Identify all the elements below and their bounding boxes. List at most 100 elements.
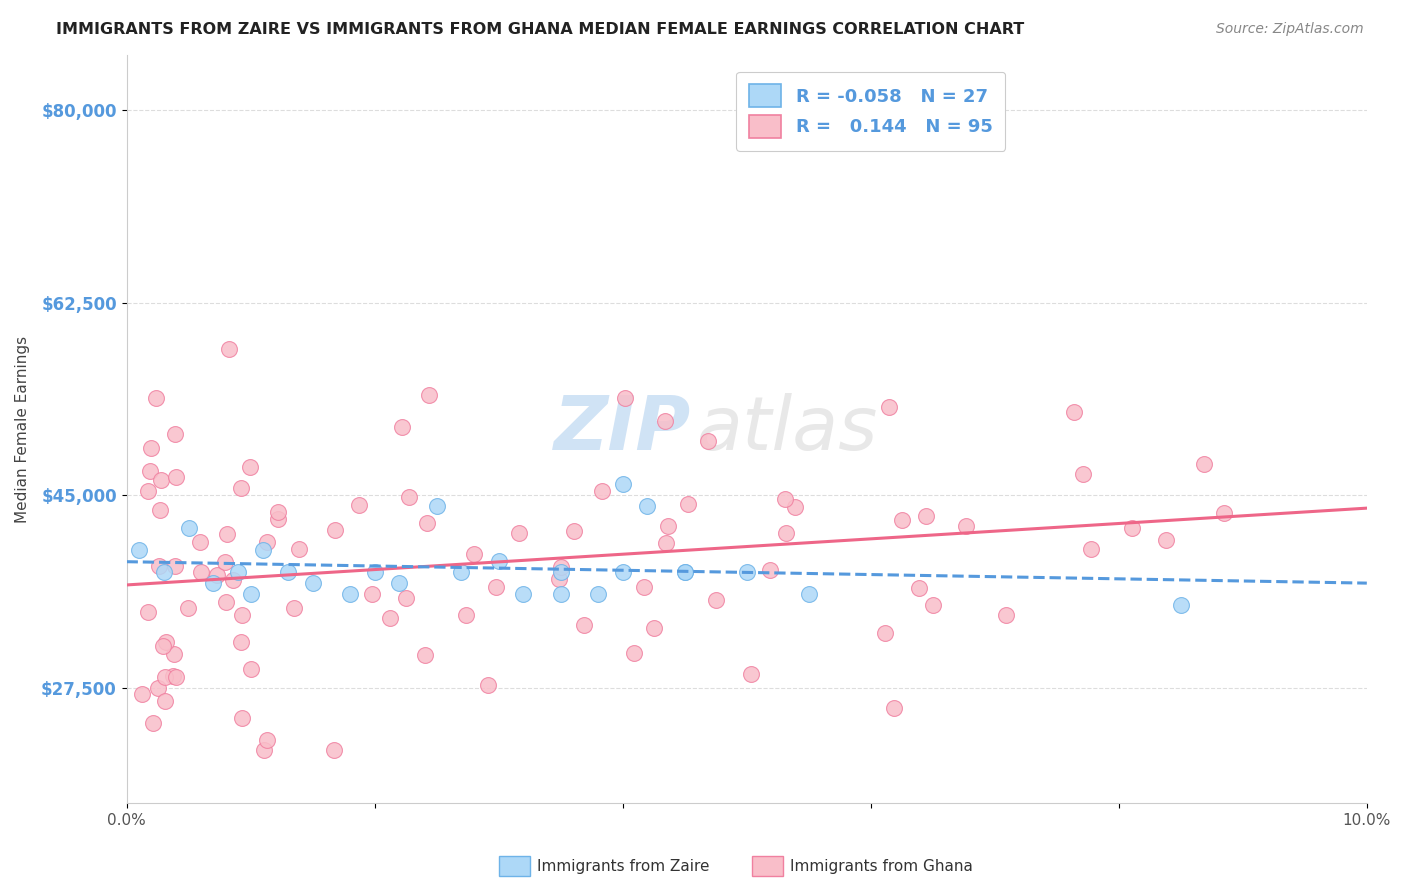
Y-axis label: Median Female Earnings: Median Female Earnings <box>15 335 30 523</box>
Point <box>222 573 245 587</box>
Text: Source: ZipAtlas.com: Source: ZipAtlas.com <box>1216 22 1364 37</box>
Point <box>550 565 572 579</box>
Point <box>550 559 572 574</box>
Point <box>877 400 900 414</box>
Point <box>190 566 212 580</box>
Point <box>395 591 418 605</box>
Point <box>152 565 174 579</box>
Point <box>226 565 249 579</box>
Point <box>773 492 796 507</box>
Point <box>759 563 782 577</box>
Point <box>955 519 977 533</box>
Point <box>883 700 905 714</box>
Point <box>301 576 323 591</box>
Point <box>256 732 278 747</box>
Point <box>165 670 187 684</box>
Point <box>205 568 228 582</box>
Point <box>188 534 211 549</box>
Point <box>512 587 534 601</box>
Point <box>873 625 896 640</box>
Point <box>643 621 665 635</box>
Point <box>735 565 758 579</box>
Point <box>426 499 449 513</box>
Point <box>572 618 595 632</box>
Point <box>149 503 172 517</box>
Point <box>797 587 820 601</box>
Point <box>145 391 167 405</box>
Point <box>485 580 508 594</box>
Point <box>612 565 634 579</box>
Point <box>363 565 385 579</box>
Point <box>215 595 238 609</box>
Point <box>1080 541 1102 556</box>
Point <box>149 473 172 487</box>
Point <box>657 519 679 533</box>
Point <box>136 484 159 499</box>
Point <box>162 648 184 662</box>
Point <box>339 587 361 601</box>
Point <box>398 490 420 504</box>
Point <box>323 743 346 757</box>
Point <box>1213 506 1236 520</box>
Point <box>891 512 914 526</box>
Point <box>775 526 797 541</box>
Point <box>450 565 472 579</box>
Point <box>256 535 278 549</box>
Point <box>231 607 253 622</box>
Point <box>152 639 174 653</box>
Point <box>612 477 634 491</box>
Point <box>418 387 440 401</box>
Point <box>633 580 655 594</box>
Point <box>591 483 613 498</box>
Point <box>288 542 311 557</box>
Point <box>202 576 225 591</box>
Point <box>163 427 186 442</box>
Text: Immigrants from Zaire: Immigrants from Zaire <box>537 859 710 873</box>
Point <box>165 470 187 484</box>
Point <box>218 342 240 356</box>
Point <box>155 670 177 684</box>
Point <box>488 554 510 568</box>
Point <box>283 600 305 615</box>
Point <box>562 524 585 538</box>
Point <box>673 565 696 579</box>
Point <box>696 434 718 448</box>
Point <box>655 536 678 550</box>
Point <box>908 581 931 595</box>
Point <box>239 662 262 676</box>
Point <box>136 605 159 619</box>
Point <box>614 391 637 405</box>
Point <box>165 559 187 574</box>
Point <box>277 565 299 579</box>
Point <box>155 634 177 648</box>
Point <box>654 414 676 428</box>
Point <box>239 460 262 475</box>
Point <box>704 593 727 607</box>
Point <box>177 521 200 535</box>
Point <box>142 716 165 731</box>
Point <box>128 543 150 558</box>
Point <box>1073 467 1095 481</box>
Point <box>415 516 437 531</box>
Point <box>391 420 413 434</box>
Point <box>267 511 290 525</box>
Point <box>740 667 762 681</box>
Text: atlas: atlas <box>697 393 879 466</box>
Point <box>1121 521 1143 535</box>
Point <box>637 499 659 513</box>
Point <box>176 600 198 615</box>
Point <box>148 558 170 573</box>
Point <box>360 587 382 601</box>
Point <box>231 634 253 648</box>
Point <box>131 687 153 701</box>
Point <box>214 555 236 569</box>
Point <box>463 547 485 561</box>
Point <box>141 441 163 455</box>
Point <box>623 646 645 660</box>
Point <box>1170 598 1192 612</box>
Point <box>231 711 253 725</box>
Point <box>921 599 943 613</box>
Point <box>217 526 239 541</box>
Point <box>548 572 571 586</box>
Point <box>388 576 411 591</box>
